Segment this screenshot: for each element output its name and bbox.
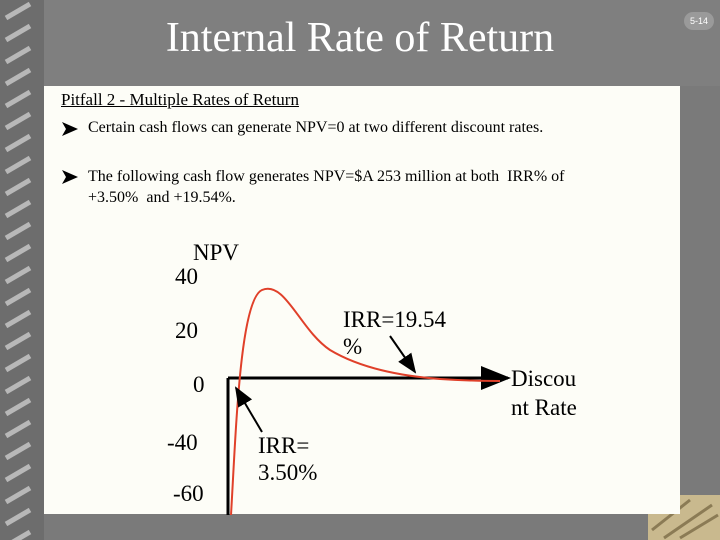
tick-label: 20 [175, 318, 198, 343]
tick-label: 40 [175, 264, 198, 289]
annotation-arrow [234, 386, 263, 433]
subtitle: Pitfall 2 - Multiple Rates of Return [61, 90, 299, 109]
annotation: % [343, 334, 363, 359]
annotation: IRR=19.54 [343, 307, 447, 332]
tick-label: 0 [193, 372, 205, 397]
annotation: IRR= [258, 433, 310, 458]
slide-title: Internal Rate of Return [165, 15, 555, 61]
annotation-arrow [389, 335, 417, 374]
x-axis-label: Discou [511, 366, 577, 391]
tick-label: -40 [167, 430, 198, 455]
bullet-text: +3.50% and +19.54%. [88, 189, 236, 206]
bullet-text: Certain cash flows can generate NPV=0 at… [88, 119, 544, 136]
y-axis-label: NPV [193, 240, 240, 265]
bullet-text: The following cash flow generates NPV=$A… [88, 168, 565, 185]
npv-curve [230, 287, 501, 516]
annotation: 3.50% [258, 460, 318, 485]
content-area [44, 86, 680, 514]
page-number: 5-14 [684, 12, 714, 30]
tick-label: -60 [173, 481, 204, 506]
x-axis-label: nt Rate [511, 395, 577, 420]
